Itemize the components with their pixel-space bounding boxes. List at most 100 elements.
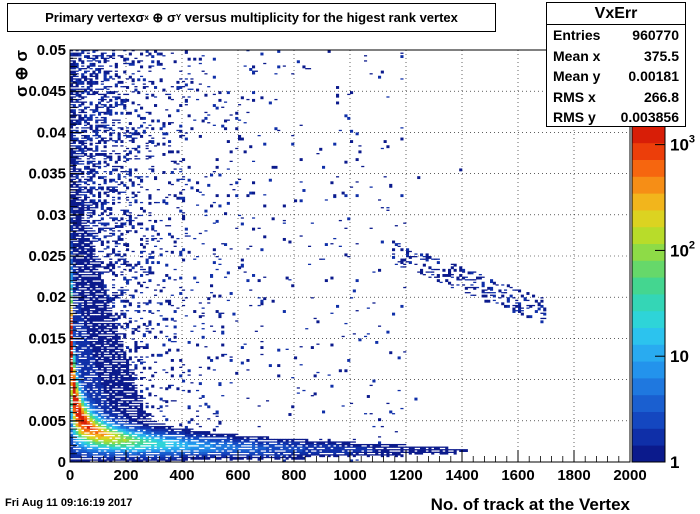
heatmap-cell: [478, 276, 482, 280]
heatmap-cell: [128, 173, 132, 177]
heatmap-cell: [72, 415, 76, 419]
heatmap-cell: [92, 456, 96, 459]
heatmap-cell: [98, 261, 102, 263]
heatmap-cell: [84, 333, 88, 335]
heatmap-cell: [78, 52, 82, 56]
heatmap-cell: [98, 413, 102, 416]
heatmap-cell: [100, 400, 104, 402]
heatmap-cell: [78, 60, 82, 62]
heatmap-cell: [103, 286, 107, 289]
heatmap-cell: [120, 356, 124, 358]
heatmap-cell: [196, 454, 200, 458]
heatmap-cell: [84, 410, 88, 414]
heatmap-cell: [131, 91, 135, 93]
heatmap-cell: [98, 446, 102, 448]
heatmap-cell: [131, 83, 135, 85]
heatmap-cell: [117, 449, 121, 451]
heatmap-cell: [75, 312, 79, 314]
heatmap-cell: [75, 227, 79, 229]
heatmap-cell: [134, 168, 138, 172]
heatmap-cell: [145, 420, 149, 423]
heatmap-cell: [112, 420, 116, 423]
heatmap-cell: [120, 140, 124, 143]
heatmap-cell: [112, 286, 116, 289]
heatmap-cell: [106, 55, 110, 57]
heatmap-cell: [78, 153, 82, 155]
heatmap-cell: [86, 189, 90, 192]
heatmap-cell: [179, 209, 183, 213]
heatmap-cell: [84, 274, 88, 276]
heatmap-cell: [98, 134, 102, 138]
heatmap-cell: [224, 456, 228, 459]
heatmap-cell: [173, 428, 177, 430]
heatmap-cell: [456, 449, 460, 451]
heatmap-cell: [95, 68, 99, 71]
heatmap-cell: [112, 405, 116, 409]
heatmap-cell: [277, 441, 281, 445]
heatmap-cell: [187, 178, 191, 182]
heatmap-cell: [75, 449, 79, 451]
heatmap-cell: [126, 454, 130, 458]
heatmap-cell: [218, 436, 222, 438]
heatmap-cell: [182, 454, 186, 458]
heatmap-cell: [84, 407, 88, 411]
heatmap-cell: [70, 116, 74, 119]
heatmap-cell: [120, 256, 124, 258]
heatmap-cell: [103, 415, 107, 417]
heatmap-cell: [196, 443, 200, 446]
heatmap-cell: [92, 62, 96, 66]
heatmap-cell: [134, 328, 138, 331]
heatmap-cell: [126, 377, 130, 380]
heatmap-cell: [221, 451, 225, 455]
heatmap-cell: [72, 325, 76, 329]
heatmap-cell: [75, 415, 79, 417]
heatmap-cell: [240, 263, 244, 267]
heatmap-cell: [131, 397, 135, 399]
heatmap-cell: [100, 449, 104, 452]
heatmap-cell: [117, 322, 121, 326]
heatmap-cell: [509, 286, 513, 289]
heatmap-cell: [89, 284, 93, 288]
heatmap-cell: [117, 191, 121, 195]
heatmap-cell: [308, 449, 312, 452]
heatmap-cell: [128, 219, 132, 223]
heatmap-cell: [86, 168, 90, 170]
stats-box: VxErr Entries 960770 Mean x 375.5 Mean y…: [546, 2, 686, 127]
heatmap-cell: [117, 165, 121, 168]
heatmap-cell: [140, 340, 144, 343]
heatmap-cell: [459, 449, 463, 452]
color-scale-band: [632, 277, 665, 295]
y-tick-label: 0.04: [37, 124, 67, 141]
heatmap-cell: [72, 93, 76, 96]
heatmap-cell: [100, 217, 104, 221]
heatmap-cell: [529, 304, 533, 308]
heatmap-cell: [140, 428, 144, 432]
heatmap-cell: [92, 459, 96, 461]
heatmap-cell: [252, 446, 256, 450]
heatmap-cell: [249, 443, 253, 446]
heatmap-cell: [84, 302, 88, 306]
heatmap-cell: [75, 423, 79, 427]
heatmap-cell: [142, 423, 146, 427]
heatmap-cell: [520, 307, 524, 309]
heatmap-cell: [86, 250, 90, 253]
heatmap-cell: [193, 325, 197, 327]
heatmap-cell: [120, 420, 124, 423]
heatmap-cell: [170, 436, 174, 440]
heatmap-cell: [86, 178, 90, 182]
heatmap-cell: [86, 304, 90, 308]
heatmap-cell: [336, 93, 340, 97]
heatmap-cell: [134, 137, 138, 139]
heatmap-cell: [72, 428, 76, 432]
heatmap-cell: [288, 240, 292, 244]
heatmap-cell: [148, 150, 152, 152]
heatmap-cell: [72, 88, 76, 92]
heatmap-cell: [232, 433, 236, 437]
heatmap-cell: [75, 425, 79, 428]
heatmap-cell: [81, 268, 85, 272]
heatmap-cell: [70, 351, 74, 355]
heatmap-cell: [134, 431, 138, 433]
heatmap-cell: [201, 449, 205, 452]
heatmap-cell: [355, 279, 359, 283]
heatmap-cell: [442, 446, 446, 448]
